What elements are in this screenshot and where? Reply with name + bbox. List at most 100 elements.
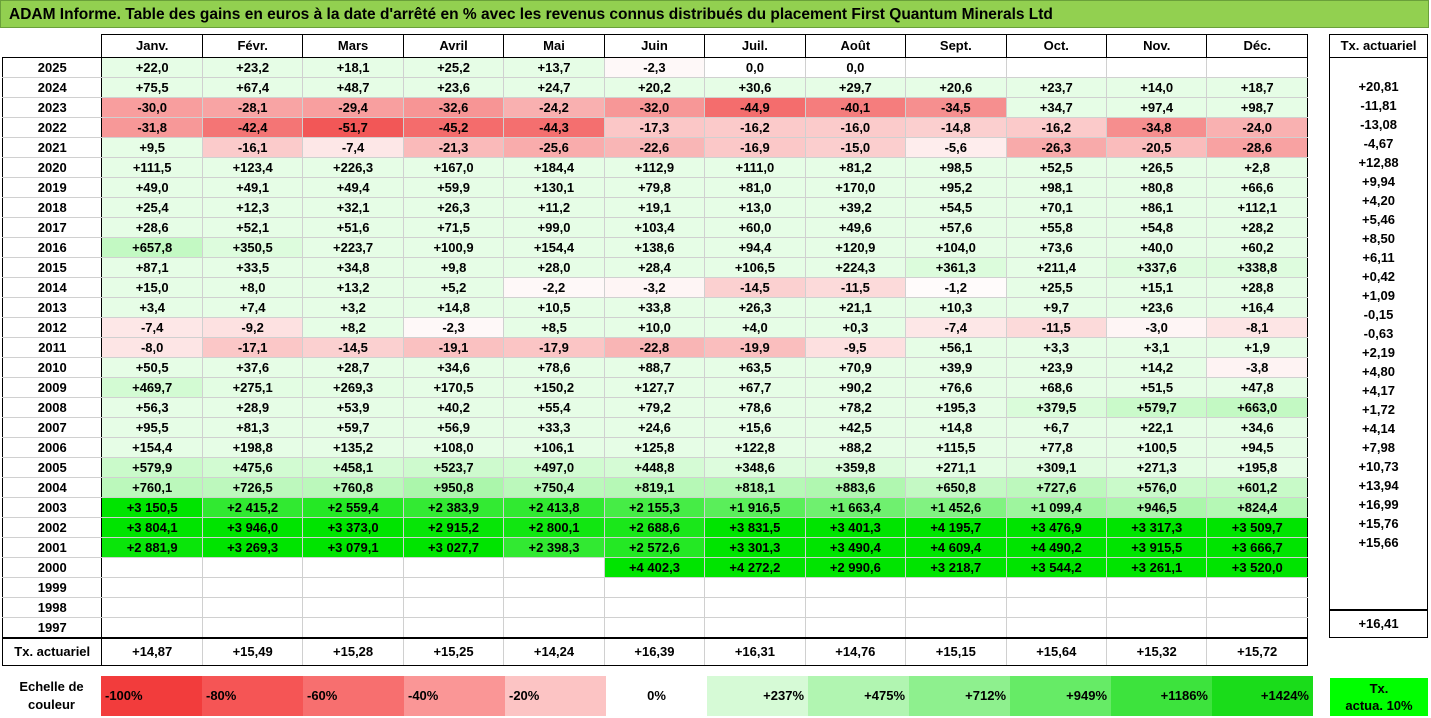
- gain-cell: -3,8: [1206, 357, 1308, 378]
- gain-cell: +26,5: [1105, 157, 1208, 178]
- gain-cell: +130,1: [503, 177, 605, 198]
- gain-cell: +37,6: [201, 357, 304, 378]
- gain-cell: +16,4: [1206, 297, 1308, 318]
- table-row: +1,72: [1329, 400, 1428, 419]
- gain-cell: -11,5: [804, 277, 907, 298]
- gain-cell: +2 572,6: [603, 537, 706, 558]
- actuarial-rate-cell: +4,14: [1329, 419, 1428, 438]
- gain-cell: -2,2: [503, 277, 605, 298]
- gain-cell: +135,2: [302, 437, 404, 458]
- gain-cell: +33,5: [201, 257, 304, 278]
- gain-cell: -8,1: [1206, 317, 1308, 338]
- gain-cell: -19,1: [402, 337, 505, 358]
- gain-cell: +3 218,7: [905, 557, 1007, 578]
- gain-cell: [1105, 597, 1208, 618]
- actuarial-rate-cell: [1329, 57, 1428, 77]
- gain-cell: -2,3: [603, 57, 706, 78]
- gain-cell: -17,1: [201, 337, 304, 358]
- gain-cell: +49,0: [101, 177, 203, 198]
- gain-cell: +75,5: [101, 77, 203, 98]
- actuarial-rate-cell: +12,88: [1329, 153, 1428, 172]
- gain-cell: -26,3: [1005, 137, 1107, 158]
- gain-cell: +54,8: [1105, 217, 1208, 238]
- actuarial-rate-cell: +1,09: [1329, 286, 1428, 305]
- gain-cell: +25,4: [101, 197, 203, 218]
- gain-cell: +819,1: [603, 477, 706, 498]
- actuarial-rate-cell: +7,98: [1329, 438, 1428, 457]
- gain-cell: -25,6: [503, 137, 605, 158]
- gain-cell: +361,3: [905, 257, 1007, 278]
- color-scale-swatch: +949%: [1010, 676, 1111, 716]
- gain-cell: +7,4: [201, 297, 304, 318]
- gain-cell: +1 099,4: [1005, 497, 1107, 518]
- gain-cell: +20,2: [603, 77, 706, 98]
- gain-cell: +271,3: [1105, 457, 1208, 478]
- gain-cell: +576,0: [1105, 477, 1208, 498]
- actuarial-rate-cell: +4,17: [1329, 381, 1428, 400]
- footer-rate-cell: +15,28: [302, 637, 404, 666]
- gain-cell: +1 452,6: [905, 497, 1007, 518]
- gain-cell: +112,9: [603, 157, 706, 178]
- gain-cell: -14,8: [905, 117, 1007, 138]
- gain-cell: +579,9: [101, 457, 203, 478]
- table-row: 2016 +657,8 +350,5 +223,7 +100,9 +154,4 +138,6…: [1, 237, 1308, 258]
- year-label: 2003: [1, 497, 103, 518]
- gain-cell: +3 301,3: [704, 537, 806, 558]
- gain-cell: +4 272,2: [704, 557, 806, 578]
- gain-cell: +52,1: [201, 217, 304, 238]
- gain-cell: +663,0: [1206, 397, 1308, 418]
- month-header-row: Janv. Févr. Mars Avril Mai Juin Juil. Août Sept.…: [2, 34, 1308, 58]
- gain-cell: +750,4: [503, 477, 605, 498]
- year-label: 2016: [1, 237, 103, 258]
- year-label: 2018: [1, 197, 103, 218]
- color-scale-swatch: -100%: [101, 676, 202, 716]
- gain-cell: +170,0: [804, 177, 907, 198]
- gain-cell: -44,3: [503, 117, 605, 138]
- gain-cell: -22,6: [603, 137, 706, 158]
- actuarial-rate-cell: -0,63: [1329, 324, 1428, 343]
- gain-cell: -7,4: [101, 317, 203, 338]
- gain-cell: +224,3: [804, 257, 907, 278]
- gain-cell: -1,2: [905, 277, 1007, 298]
- gain-cell: +3,2: [302, 297, 404, 318]
- gain-cell: -34,5: [905, 97, 1007, 118]
- gain-cell: +39,2: [804, 197, 907, 218]
- gain-cell: +601,2: [1206, 477, 1308, 498]
- year-label: 2023: [1, 97, 103, 118]
- gain-cell: +2 800,1: [503, 517, 605, 538]
- gain-cell: +120,9: [804, 237, 907, 258]
- gain-cell: [201, 577, 304, 598]
- actuarial-rate-cell: [1329, 552, 1428, 571]
- gain-cell: +20,6: [905, 77, 1007, 98]
- gain-cell: [1005, 617, 1107, 639]
- gain-cell: +275,1: [201, 377, 304, 398]
- gain-cell: +50,5: [101, 357, 203, 378]
- gain-cell: +14,8: [402, 297, 505, 318]
- gain-cell: [905, 597, 1007, 618]
- month-header: Juil.: [704, 34, 806, 58]
- footer-rate-cell: +15,32: [1105, 637, 1208, 666]
- gain-cell: +71,5: [402, 217, 505, 238]
- table-row: 2000 +4 402,3 +4 272,2 +2 990,6 +3 218,7 +3 5…: [1, 557, 1308, 578]
- gain-cell: +269,3: [302, 377, 404, 398]
- color-scale-swatch: -80%: [202, 676, 303, 716]
- gain-cell: +3 476,9: [1005, 517, 1107, 538]
- month-header: Nov.: [1105, 34, 1208, 58]
- table-row: 2019 +49,0 +49,1 +49,4 +59,9 +130,1 +79,8 +81,0…: [1, 177, 1308, 198]
- table-row: +4,14: [1329, 419, 1428, 438]
- gain-cell: +727,6: [1005, 477, 1107, 498]
- year-label: 2009: [1, 377, 103, 398]
- gain-cell: -32,6: [402, 97, 505, 118]
- gain-cell: +4 402,3: [603, 557, 706, 578]
- gain-cell: +3 373,0: [302, 517, 404, 538]
- gain-cell: +3 666,7: [1206, 537, 1308, 558]
- color-scale-swatch: +712%: [909, 676, 1010, 716]
- gain-cell: +54,5: [905, 197, 1007, 218]
- actuarial-rate-cell: +4,80: [1329, 362, 1428, 381]
- actuarial-rate-cell: -13,08: [1329, 115, 1428, 134]
- gain-cell: +760,1: [101, 477, 203, 498]
- gain-cell: +23,7: [1005, 77, 1107, 98]
- table-row: 2015 +87,1 +33,5 +34,8 +9,8 +28,0 +28,4 +106,5 +…: [1, 257, 1308, 278]
- gain-cell: +3,4: [101, 297, 203, 318]
- table-row: -13,08: [1329, 115, 1428, 134]
